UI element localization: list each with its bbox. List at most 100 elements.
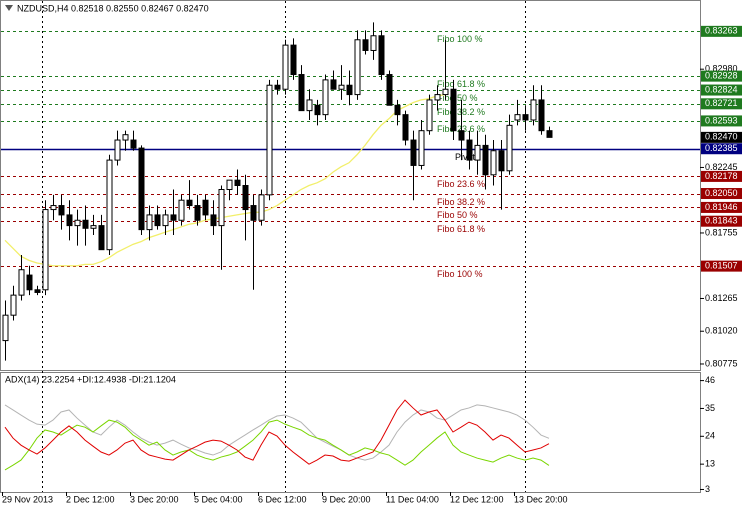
candle-body — [522, 114, 529, 121]
candle-body — [322, 79, 329, 116]
level-price-label: 0.82721 — [705, 98, 738, 108]
candle-body — [346, 84, 353, 96]
candle-body — [426, 99, 433, 132]
candle-body — [546, 130, 553, 138]
candle-body — [490, 150, 497, 176]
candle-body — [298, 74, 305, 112]
y-tick-label: 13 — [705, 459, 715, 469]
candle-body — [458, 130, 465, 141]
candle-body — [170, 214, 177, 221]
indicator-title: ADX(14) 23.2254 +DI:12.4938 -DI:21.1204 — [5, 374, 176, 384]
candle-body — [34, 289, 41, 293]
x-tick-label: 12 Dec 12:00 — [450, 494, 504, 504]
y-tick-label: 0.81265 — [705, 293, 738, 303]
x-tick-label: 11 Dec 04:00 — [386, 494, 439, 504]
candle-body — [434, 94, 441, 101]
y-tick-label: 0.82980 — [705, 64, 738, 74]
candle-body — [506, 124, 513, 172]
level-price-box — [701, 188, 742, 200]
y-tick-label: 3 — [705, 484, 710, 494]
candle-body — [82, 219, 89, 229]
candle-body — [482, 144, 489, 176]
y-tick-label: 46 — [705, 375, 715, 385]
level-price-label: 0.82593 — [705, 115, 738, 125]
level-price-box — [701, 70, 742, 82]
candle-body — [250, 205, 257, 221]
x-tick-label: 3 Dec 20:00 — [130, 494, 179, 504]
x-tick-label: 29 Nov 2013 — [2, 494, 53, 504]
x-tick-label: 9 Dec 20:00 — [322, 494, 371, 504]
candle-body — [362, 39, 369, 51]
level-price-label: 0.81946 — [705, 202, 738, 212]
level-price-label: 0.82824 — [705, 84, 738, 94]
candle-body — [354, 39, 361, 96]
level-price-box — [701, 170, 742, 182]
candle-body — [450, 88, 457, 132]
candle-body — [10, 294, 17, 316]
candle-body — [90, 225, 97, 229]
level-label: Fibo 100 % — [437, 34, 483, 44]
x-tick-label: 13 Dec 20:00 — [514, 494, 568, 504]
candle-body — [106, 159, 113, 251]
candle-body — [130, 139, 137, 149]
level-price-box — [701, 260, 742, 272]
level-price-label: 0.82178 — [705, 171, 738, 181]
candle-body — [306, 99, 313, 112]
candle-body — [50, 205, 57, 211]
candle-body — [394, 104, 401, 116]
level-price-box — [701, 98, 742, 110]
level-price-label: 0.82928 — [705, 71, 738, 81]
moving-average — [4, 93, 446, 267]
level-price-label: 0.82385 — [705, 143, 738, 153]
level-price-box — [701, 143, 742, 155]
y-tick-label: 24 — [705, 431, 715, 441]
bid-price-box — [701, 131, 742, 143]
level-price-label: 0.82050 — [705, 188, 738, 198]
candle-body — [146, 214, 153, 231]
candle-body — [538, 99, 545, 132]
candle-body — [402, 114, 409, 141]
candle-body — [114, 139, 121, 161]
level-price-box — [701, 215, 742, 227]
candle-body — [418, 130, 425, 166]
candle-body — [442, 88, 449, 96]
level-price-box — [701, 201, 742, 213]
candle-body — [514, 114, 521, 121]
candle-body — [282, 44, 289, 90]
level-price-box — [701, 25, 742, 37]
y-tick-label: 0.80775 — [705, 358, 738, 368]
main-panel-frame — [0, 0, 701, 371]
level-label: Fibo 50 % — [437, 210, 478, 220]
candle-body — [314, 104, 321, 116]
candle-body — [274, 84, 281, 90]
candle-body — [66, 214, 73, 227]
candle-body — [498, 150, 505, 172]
main-panel: 0.80775 0.81020 0.81265 0.81755 0.82245 0.829… — [1, 22, 742, 504]
candle-body — [370, 35, 377, 51]
candle-body — [378, 35, 385, 76]
indicator-line — [4, 404, 550, 461]
candle-body — [330, 79, 337, 90]
candle-body — [386, 74, 393, 106]
candle-body — [210, 214, 217, 227]
candle-body — [42, 209, 49, 291]
candle-body — [194, 205, 201, 221]
x-tick-label: 2 Dec 12:00 — [66, 494, 115, 504]
level-price-label: 0.81507 — [705, 260, 738, 270]
x-tick-label: 6 Dec 12:00 — [258, 494, 307, 504]
candle-body — [138, 147, 145, 231]
level-label: Fibo 23.6 % — [437, 179, 485, 189]
candle-body — [162, 214, 169, 227]
candle-body — [218, 189, 225, 227]
candle-body — [202, 199, 209, 216]
candle-body — [186, 199, 193, 207]
candle-body — [178, 199, 185, 221]
candle-body — [26, 274, 33, 291]
level-label: Fibo 38.2 % — [437, 197, 485, 207]
indicator-line — [4, 419, 550, 471]
level-label: Fibo 61.8 % — [437, 224, 485, 234]
candle-body — [98, 225, 105, 251]
level-price-label: 0.83263 — [705, 26, 738, 36]
